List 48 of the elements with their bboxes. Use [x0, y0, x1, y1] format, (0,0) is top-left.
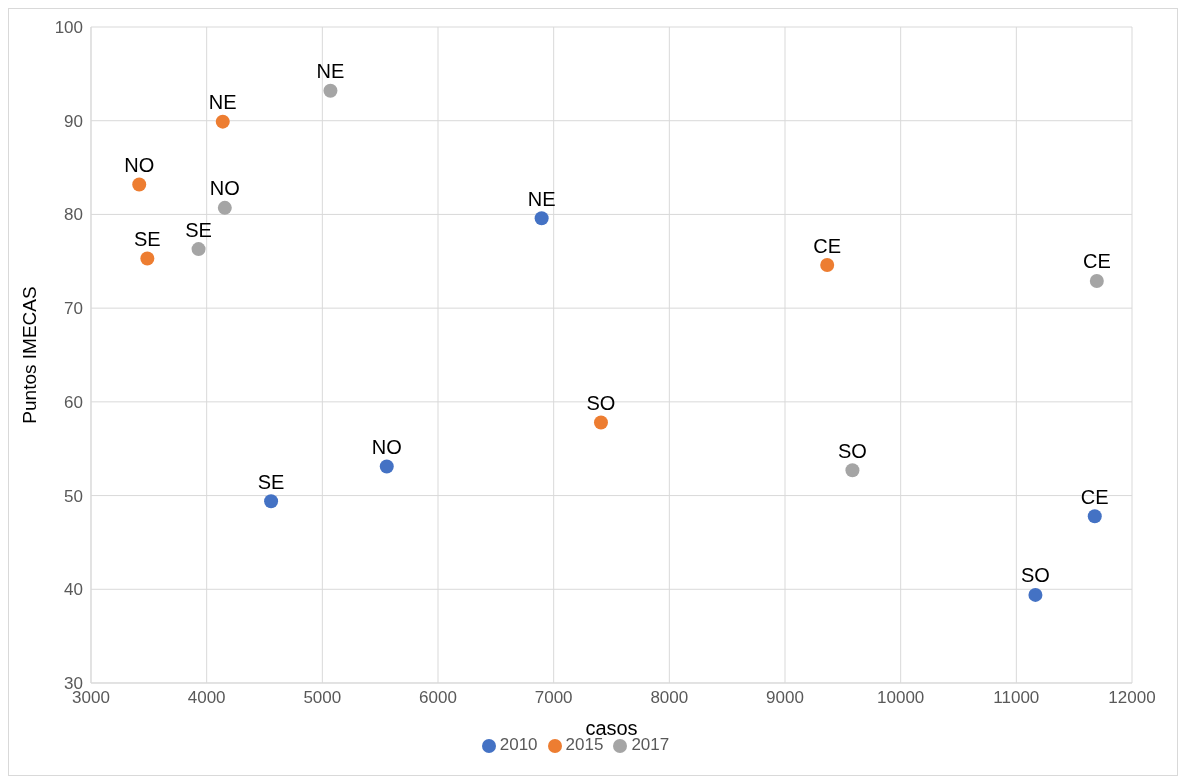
data-label: CE — [1082, 250, 1111, 273]
data-label: NO — [124, 153, 155, 176]
point — [820, 258, 835, 273]
data-label: CE — [813, 234, 842, 257]
data-label: NO — [209, 177, 240, 200]
x-tick-label: 4000 — [187, 688, 226, 708]
x-tick-label: 11000 — [993, 688, 1040, 708]
x-tick-label: 7000 — [534, 688, 573, 708]
y-tick-label: 50 — [64, 486, 83, 506]
point — [217, 200, 232, 215]
x-tick-label: 6000 — [419, 688, 457, 708]
point — [132, 177, 147, 192]
x-tick-label: 9000 — [766, 688, 804, 708]
x-tick-label: 5000 — [303, 688, 342, 708]
point — [264, 494, 279, 509]
x-tick-label: 12000 — [1108, 688, 1156, 708]
legend-label: 2010 — [499, 735, 538, 754]
data-label: SO — [1020, 564, 1050, 587]
y-tick-label: 90 — [64, 111, 83, 131]
data-label: SO — [837, 439, 867, 462]
point — [534, 211, 549, 226]
point — [1028, 587, 1043, 602]
data-label: NO — [371, 436, 402, 459]
data-label: NE — [316, 60, 345, 83]
point — [191, 242, 206, 257]
data-label: NE — [527, 187, 556, 210]
point — [1089, 273, 1104, 288]
data-label: SE — [257, 470, 285, 493]
y-tick-label: 100 — [54, 18, 83, 38]
point — [593, 415, 608, 430]
point — [1087, 509, 1102, 524]
data-label: SO — [586, 391, 616, 414]
data-label: CE — [1080, 485, 1109, 508]
point — [140, 251, 155, 266]
point — [845, 463, 860, 478]
data-label: SE — [133, 227, 161, 250]
data-label: SE — [185, 218, 212, 241]
y-tick-label: 60 — [64, 392, 83, 412]
y-tick-label: 70 — [64, 299, 83, 319]
point — [323, 83, 338, 98]
y-tick-label: 40 — [64, 580, 83, 600]
point — [215, 114, 230, 129]
y-axis-title: Puntos IMECAS — [18, 286, 40, 424]
y-tick-label: 80 — [64, 205, 83, 225]
point — [379, 459, 394, 474]
x-tick-label: 8000 — [650, 688, 689, 708]
data-label: NE — [208, 91, 237, 114]
x-tick-label: 10000 — [877, 688, 925, 708]
